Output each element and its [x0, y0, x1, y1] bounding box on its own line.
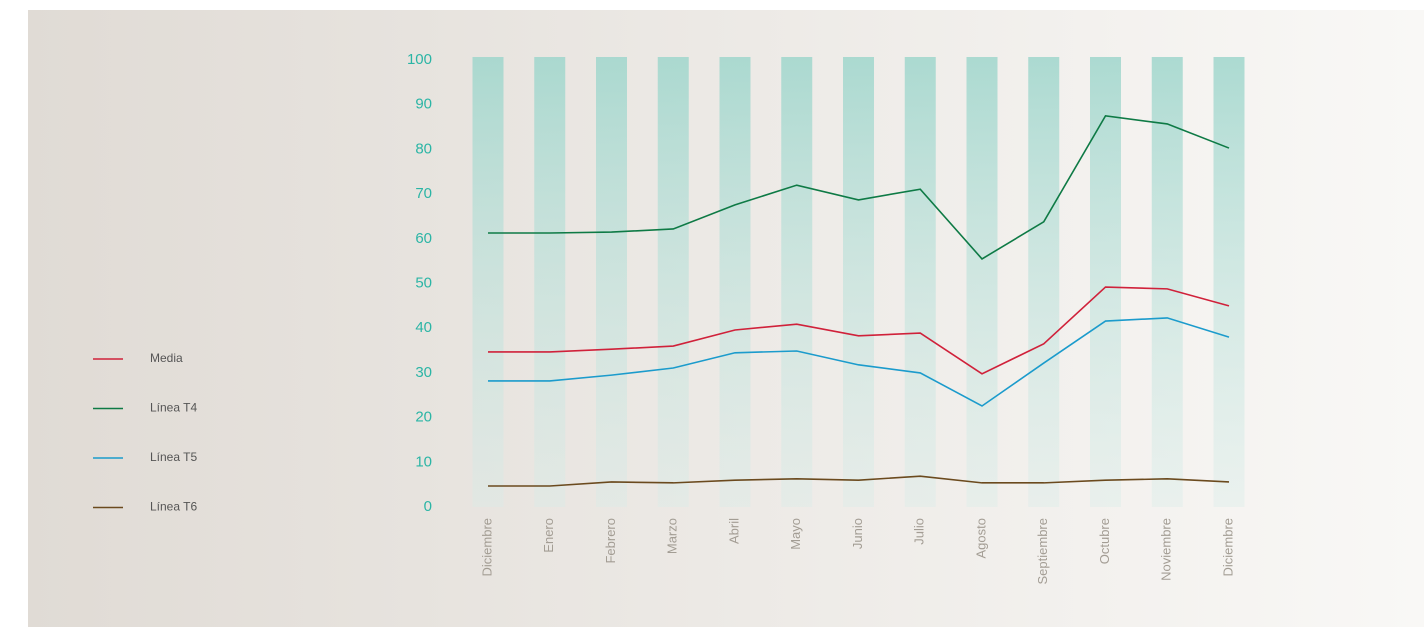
column-band	[1028, 57, 1060, 507]
series-line	[488, 475, 1230, 487]
x-tick-label: Junio	[850, 518, 865, 549]
x-tick-label: Diciembre	[479, 518, 494, 577]
column-band	[1151, 57, 1183, 507]
series-line	[488, 286, 1230, 375]
legend-label: Línea T6	[150, 500, 197, 514]
x-tick-label: Diciembre	[1220, 518, 1235, 577]
y-tick-label: 0	[424, 498, 432, 515]
series-line	[488, 317, 1230, 407]
y-tick-label: 70	[415, 185, 432, 202]
x-tick-label: Enero	[541, 518, 556, 553]
column-band	[904, 57, 936, 507]
x-tick-label: Marzo	[665, 518, 680, 554]
x-tick-label: Abril	[726, 518, 741, 544]
y-tick-label: 80	[415, 140, 432, 157]
y-tick-label: 30	[415, 364, 432, 381]
column-band	[719, 57, 751, 507]
x-tick-label: Agosto	[973, 518, 988, 558]
x-tick-label: Julio	[912, 518, 927, 545]
column-band	[1090, 57, 1121, 507]
y-tick-label: 10	[415, 453, 432, 470]
x-tick-label: Noviembre	[1159, 518, 1174, 581]
column-band	[781, 57, 813, 507]
x-tick-label: Mayo	[788, 518, 803, 550]
column-band	[596, 57, 627, 507]
column-band	[1213, 57, 1245, 507]
y-tick-label: 90	[415, 96, 432, 113]
y-tick-label: 100	[407, 51, 432, 68]
y-tick-label: 60	[415, 230, 432, 247]
y-tick-label: 50	[415, 274, 432, 291]
legend-label: Línea T4	[150, 401, 197, 415]
legend-label: Línea T5	[150, 450, 197, 464]
column-band	[843, 57, 874, 507]
column-band	[966, 57, 998, 507]
y-tick-label: 20	[415, 409, 432, 426]
column-band	[534, 57, 566, 507]
column-band	[657, 57, 689, 507]
x-tick-label: Septiembre	[1035, 518, 1050, 584]
column-band	[472, 57, 504, 507]
x-tick-label: Febrero	[603, 518, 618, 564]
x-tick-label: Octubre	[1097, 518, 1112, 564]
y-tick-label: 40	[415, 319, 432, 336]
legend-label: Media	[150, 351, 183, 365]
series-line	[488, 115, 1230, 260]
